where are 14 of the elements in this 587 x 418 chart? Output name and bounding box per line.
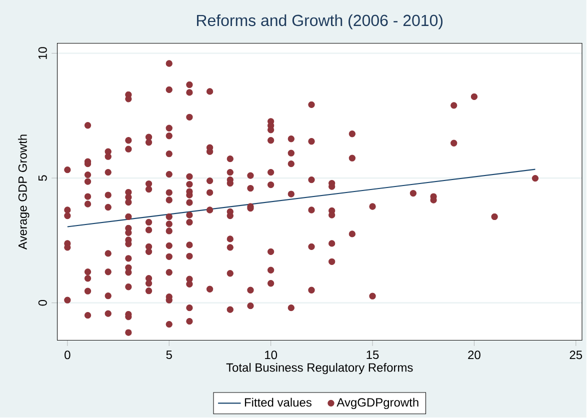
x-tick-label: 15 xyxy=(366,350,379,360)
y-tick-label: 0 xyxy=(38,300,47,306)
y-tick-label: 5 xyxy=(38,175,47,182)
x-tick-label: 10 xyxy=(265,350,278,360)
x-tick-label: 20 xyxy=(468,350,480,360)
legend-label: Fitted values xyxy=(244,398,312,407)
x-tick-label: 0 xyxy=(64,350,70,360)
x-axis-title: Total Business Regulatory Reforms xyxy=(226,363,413,374)
legend-label: AvgGDPgrowth xyxy=(336,398,418,410)
x-tick-label: 25 xyxy=(570,350,582,360)
x-tick-label: 5 xyxy=(166,350,172,360)
y-axis-title: Average GDP Growth xyxy=(18,134,30,250)
chart-title: Reforms and Growth (2006 - 2010) xyxy=(197,14,443,30)
y-tick-label: 10 xyxy=(38,47,47,60)
